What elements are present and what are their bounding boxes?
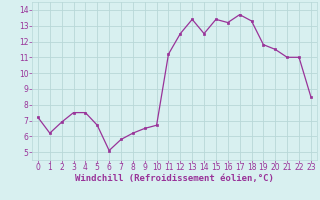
X-axis label: Windchill (Refroidissement éolien,°C): Windchill (Refroidissement éolien,°C) bbox=[75, 174, 274, 183]
